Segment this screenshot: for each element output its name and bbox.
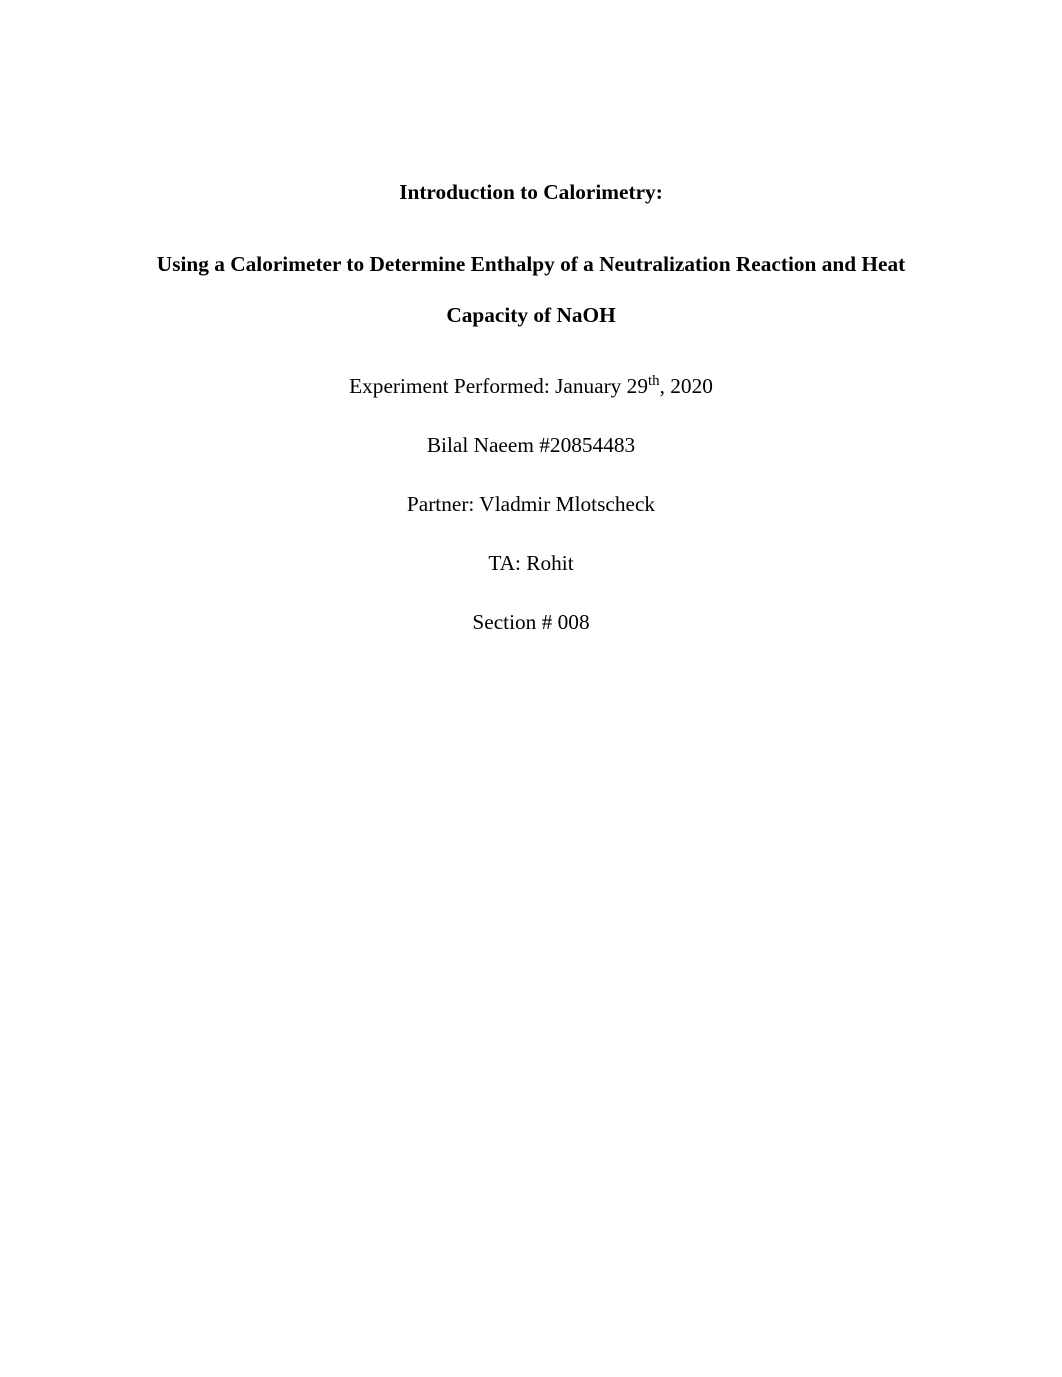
title-page: Introduction to Calorimetry: Using a Cal…: [90, 180, 972, 635]
title-sub-line2: Capacity of NaOH: [90, 292, 972, 339]
date-suffix: , 2020: [660, 374, 713, 398]
ta-line: TA: Rohit: [90, 551, 972, 576]
date-prefix: Experiment Performed: January 29: [349, 374, 648, 398]
section-line: Section # 008: [90, 610, 972, 635]
date-ordinal: th: [648, 373, 660, 389]
experiment-date: Experiment Performed: January 29th, 2020: [90, 373, 972, 399]
title-subtitle: Using a Calorimeter to Determine Enthalp…: [90, 241, 972, 339]
partner-line: Partner: Vladmir Mlotscheck: [90, 492, 972, 517]
title-main: Introduction to Calorimetry:: [90, 180, 972, 205]
title-sub-line1: Using a Calorimeter to Determine Enthalp…: [90, 241, 972, 288]
author-line: Bilal Naeem #20854483: [90, 433, 972, 458]
